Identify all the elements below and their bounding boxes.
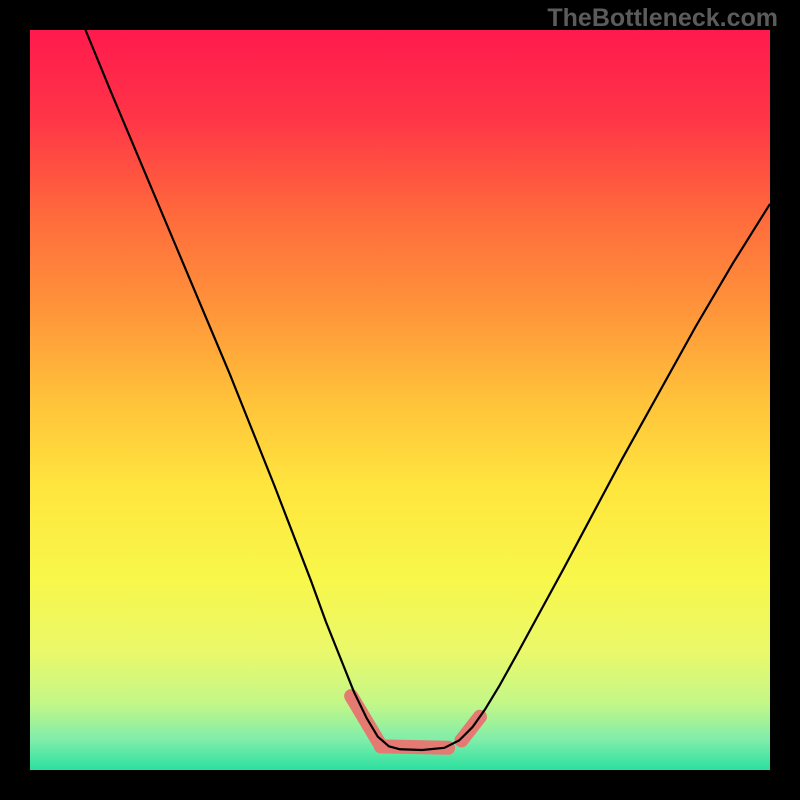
watermark-text: TheBottleneck.com: [547, 4, 778, 33]
bottleneck-chart: [0, 0, 800, 800]
plot-background: [30, 30, 770, 770]
